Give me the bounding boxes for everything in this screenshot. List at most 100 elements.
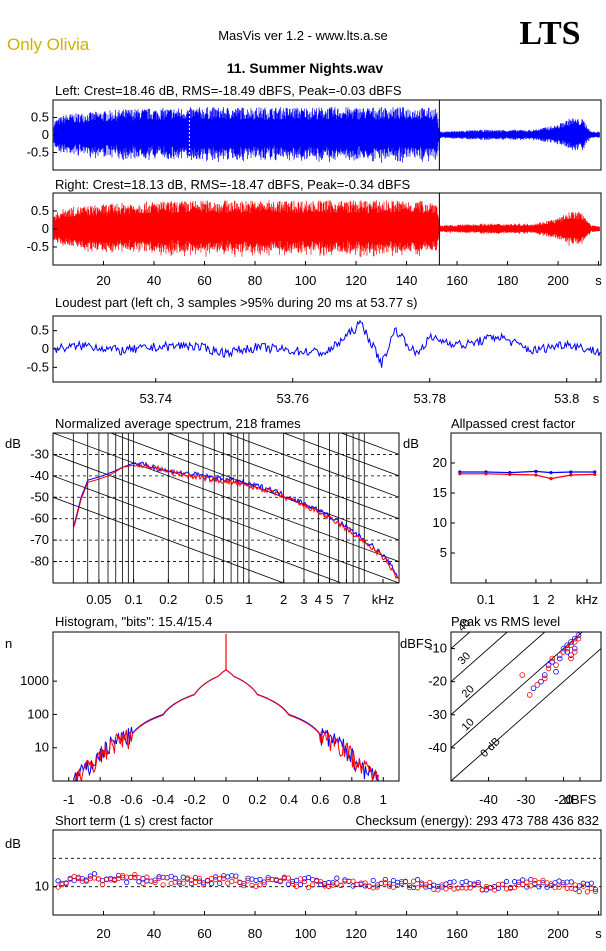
- histogram-title: Histogram, "bits": 15.4/15.4: [55, 614, 212, 629]
- peak-rms-right-point: [527, 693, 532, 698]
- peak-rms-right-point: [554, 663, 559, 668]
- short-term-xtick-label: 80: [248, 926, 262, 941]
- peak-rms-ytick-label: -40: [428, 740, 447, 755]
- crest-title: Allpassed crest factor: [451, 416, 576, 431]
- artist-name: Only Olivia: [7, 35, 90, 54]
- peak-rms-ytick-label: -20: [428, 674, 447, 689]
- crest-left-point: [534, 470, 537, 473]
- short-term-left-point: [464, 879, 468, 883]
- waveform-time-xtick-label: 20: [96, 273, 110, 288]
- histogram-xtick-label: 0.8: [343, 792, 361, 807]
- loudest-part-xtick-label: 53.76: [276, 391, 309, 406]
- short-term-xtick-label: 60: [197, 926, 211, 941]
- histogram-xtick-label: 0.6: [311, 792, 329, 807]
- checksum-text: Checksum (energy): 293 473 788 436 832: [355, 813, 599, 828]
- loudest-part-xtick-label: 53.8: [554, 391, 579, 406]
- histogram-xtick-label: -0.2: [183, 792, 205, 807]
- short-term-right-point: [96, 877, 100, 881]
- short-term-xtick-label: s: [595, 926, 602, 941]
- waveform-time-xtick-label: 100: [295, 273, 317, 288]
- waveform-time-xtick-label: 120: [345, 273, 367, 288]
- peak-rms-right-point: [546, 666, 551, 671]
- waveform-right-trace: [54, 200, 600, 257]
- waveform-time-xtick-label: 160: [446, 273, 468, 288]
- left-waveform-title: Left: Crest=18.46 dB, RMS=-18.49 dBFS, P…: [55, 83, 402, 98]
- crest-xtick-label: 1: [532, 592, 539, 607]
- peak-rms-crest-label: 20: [460, 683, 477, 700]
- crest-right-point: [593, 473, 596, 476]
- short-term-right-point: [306, 885, 310, 889]
- waveform-time-xtick-label: s: [595, 273, 602, 288]
- crest-right-point: [508, 473, 511, 476]
- short-term-right-point: [411, 879, 415, 883]
- short-term-ytick-label: 10: [35, 879, 49, 894]
- left-waveform-ytick-label: 0.5: [31, 110, 49, 125]
- short-term-right-point: [302, 879, 306, 883]
- short-term-right-point: [525, 880, 529, 884]
- peak-rms-crest-label: 0 dB: [478, 735, 502, 759]
- short-term-right-point: [339, 883, 343, 887]
- crest-right-point: [569, 473, 572, 476]
- waveform-time-xtick-label: 60: [197, 273, 211, 288]
- left-waveform-ytick-label: 0: [42, 127, 49, 142]
- spectrum-xtick-label: 7: [343, 592, 350, 607]
- short-term-left-point: [589, 881, 593, 885]
- spectrum-xtick-label: 3: [300, 592, 307, 607]
- crest-left-point: [549, 471, 552, 474]
- spectrum-ytick-label: -40: [30, 468, 49, 483]
- histogram-xtick-label: 0.4: [280, 792, 298, 807]
- crest-ytick-label: 20: [433, 455, 447, 470]
- short-term-right-point: [577, 889, 581, 893]
- peak-rms-xtick-label: -40: [479, 792, 498, 807]
- waveform-left-trace: [54, 107, 600, 163]
- short-term-right-point: [197, 876, 201, 880]
- short-term-left-point: [56, 879, 60, 883]
- histogram-ytick-label: 10: [35, 740, 49, 755]
- peak-rms-right-point: [520, 673, 525, 678]
- peak-rms-right-point: [542, 676, 547, 681]
- waveform-time-xtick-label: 140: [396, 273, 418, 288]
- short-term-right-point: [116, 876, 120, 880]
- short-term-left-point: [521, 878, 525, 882]
- waveform-time-xtick-label: 180: [497, 273, 519, 288]
- crest-right-point: [484, 472, 487, 475]
- crest-right-point: [534, 473, 537, 476]
- crest-xtick-label: 2: [547, 592, 554, 607]
- spectrum-slope-line: [53, 304, 399, 433]
- peak-rms-right-point: [535, 683, 540, 688]
- left-waveform-ytick-label: -0.5: [27, 145, 49, 160]
- crest-right-point: [458, 472, 461, 475]
- spectrum-ytick-label: -80: [30, 554, 49, 569]
- short-term-xtick-label: 120: [345, 926, 367, 941]
- loudest-part-ytick-label: 0.5: [31, 323, 49, 338]
- short-term-right-point: [444, 887, 448, 891]
- spectrum-xtick-label: 4: [315, 592, 322, 607]
- loudest-part-ytick-label: 0: [42, 341, 49, 356]
- waveform-time-xtick-label: 200: [547, 273, 569, 288]
- spectrum-xtick-label: 0.1: [125, 592, 143, 607]
- lts-logo: LTS: [519, 15, 580, 52]
- short-term-right-point: [529, 884, 533, 888]
- short-term-xtick-label: 160: [446, 926, 468, 941]
- peak-rms-ytick-label: -10: [428, 641, 447, 656]
- short-term-ylabel: dB: [5, 836, 21, 851]
- short-term-left-point: [92, 872, 96, 876]
- histogram-xtick-label: -0.6: [120, 792, 142, 807]
- right-waveform-title: Right: Crest=18.13 dB, RMS=-18.47 dBFS, …: [55, 177, 410, 192]
- short-term-right-point: [141, 881, 145, 885]
- spectrum-ylabel: dB: [5, 436, 21, 451]
- app-title: MasVis ver 1.2 - www.lts.a.se: [218, 28, 388, 43]
- crest-left-point: [569, 470, 572, 473]
- peak-rms-right-point: [569, 656, 574, 661]
- crest-left-line: [460, 471, 595, 472]
- histogram-ylabel: n: [5, 636, 12, 651]
- short-term-xtick-label: 20: [96, 926, 110, 941]
- peak-rms-ytick-label: -30: [428, 707, 447, 722]
- peak-rms-right-point: [572, 649, 577, 654]
- short-term-left-point: [335, 876, 339, 880]
- waveform-time-xtick-label: 40: [147, 273, 161, 288]
- peak-rms-xtick-label: -30: [517, 792, 536, 807]
- spectrum-ytick-label: -50: [30, 489, 49, 504]
- crest-right-point: [549, 477, 552, 480]
- crest-ytick-label: 5: [440, 545, 447, 560]
